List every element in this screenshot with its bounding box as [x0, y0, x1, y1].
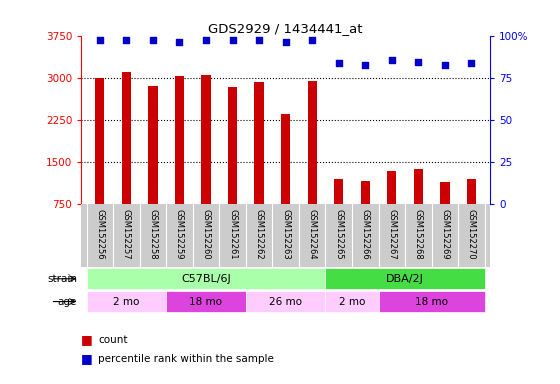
- Text: GSM152264: GSM152264: [307, 209, 316, 260]
- Text: GSM152268: GSM152268: [414, 209, 423, 260]
- Text: GSM152260: GSM152260: [202, 209, 211, 260]
- Bar: [379, 291, 485, 312]
- Text: 18 mo: 18 mo: [415, 296, 448, 306]
- Bar: [414, 169, 423, 204]
- Point: [388, 57, 396, 63]
- Bar: [201, 75, 211, 204]
- Bar: [95, 78, 104, 204]
- Point: [122, 37, 131, 43]
- Point: [440, 62, 449, 68]
- Bar: [254, 82, 264, 204]
- Text: count: count: [98, 335, 128, 345]
- Point: [148, 37, 157, 43]
- Text: C57BL/6J: C57BL/6J: [181, 274, 231, 284]
- Text: GSM152262: GSM152262: [255, 209, 264, 260]
- Text: 18 mo: 18 mo: [189, 296, 222, 306]
- Text: percentile rank within the sample: percentile rank within the sample: [98, 354, 274, 364]
- Bar: [361, 181, 370, 204]
- Title: GDS2929 / 1434441_at: GDS2929 / 1434441_at: [208, 22, 363, 35]
- Point: [281, 38, 290, 45]
- Text: strain: strain: [47, 274, 77, 284]
- Bar: [86, 268, 325, 289]
- Bar: [325, 291, 379, 312]
- Bar: [228, 88, 237, 204]
- Bar: [334, 179, 343, 204]
- Bar: [467, 179, 476, 204]
- Text: 2 mo: 2 mo: [339, 296, 365, 306]
- Text: GSM152261: GSM152261: [228, 209, 237, 260]
- Text: GSM152259: GSM152259: [175, 209, 184, 260]
- Bar: [86, 291, 166, 312]
- Text: ■: ■: [81, 333, 93, 346]
- Text: age: age: [58, 296, 77, 306]
- Point: [175, 38, 184, 45]
- Bar: [246, 291, 325, 312]
- Point: [334, 60, 343, 66]
- Text: GSM152256: GSM152256: [95, 209, 104, 260]
- Bar: [166, 291, 246, 312]
- Bar: [175, 76, 184, 204]
- Point: [467, 60, 476, 66]
- Point: [307, 37, 316, 43]
- Point: [228, 37, 237, 43]
- Text: GSM152263: GSM152263: [281, 209, 290, 260]
- Text: DBA/2J: DBA/2J: [386, 274, 424, 284]
- Text: 2 mo: 2 mo: [113, 296, 139, 306]
- Text: GSM152267: GSM152267: [388, 209, 396, 260]
- Text: ■: ■: [81, 353, 93, 366]
- Text: GSM152270: GSM152270: [467, 209, 476, 260]
- Bar: [122, 72, 131, 204]
- Point: [414, 59, 423, 65]
- Text: GSM152257: GSM152257: [122, 209, 131, 260]
- Text: GSM152266: GSM152266: [361, 209, 370, 260]
- Point: [202, 37, 211, 43]
- Point: [95, 37, 104, 43]
- Text: GSM152258: GSM152258: [148, 209, 157, 260]
- Text: GSM152269: GSM152269: [440, 209, 449, 260]
- Bar: [325, 268, 485, 289]
- Point: [255, 37, 264, 43]
- Bar: [440, 182, 450, 204]
- Bar: [387, 171, 396, 204]
- Bar: [307, 81, 317, 204]
- Bar: [281, 114, 290, 204]
- Text: GSM152265: GSM152265: [334, 209, 343, 260]
- Text: 26 mo: 26 mo: [269, 296, 302, 306]
- Bar: [148, 86, 157, 204]
- Point: [361, 62, 370, 68]
